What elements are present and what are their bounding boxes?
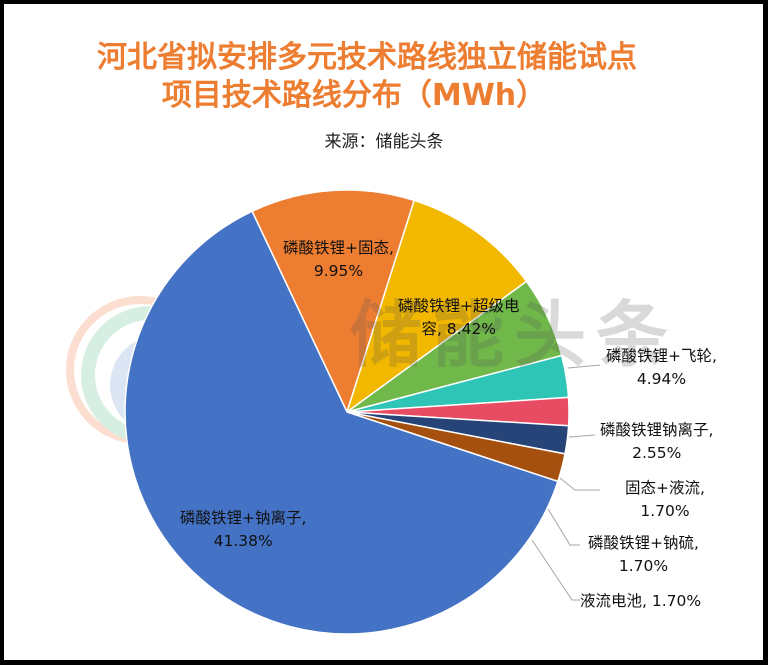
label-value: 9.95%: [313, 262, 364, 280]
label-line: 磷酸铁锂+超级电: [398, 297, 520, 315]
slice-label-flow-battery: 液流电池, 1.70%: [580, 590, 701, 613]
label-value: 4.94%: [636, 370, 687, 388]
pie-slice: [251, 189, 416, 415]
label-line: 固态+液流,: [625, 479, 705, 497]
slice-label-lfp-flywheel: 磷酸铁锂+飞轮, 4.94%: [606, 345, 717, 391]
label-value: 容, 8.42%: [421, 320, 497, 338]
chart-source: 来源：储能头条: [324, 132, 444, 152]
label-line: 磷酸铁锂钠离子,: [600, 421, 714, 439]
label-line: 磷酸铁锂+固态,: [283, 239, 394, 257]
label-line: 磷酸铁锂+飞轮,: [606, 347, 717, 365]
leader-lines: [531, 364, 601, 601]
slice-label-lfp-supercap: 磷酸铁锂+超级电 容, 8.42%: [398, 295, 520, 341]
pie-slices: [124, 189, 570, 635]
chart-title-line1: 河北省拟安排多元技术路线独立储能试点: [97, 40, 637, 75]
slice-label-lfp-solid-state: 磷酸铁锂+固态, 9.95%: [283, 237, 394, 283]
watermark-text: 储能头条: [350, 293, 678, 377]
label-line: 磷酸铁锂+钠离子,: [180, 509, 307, 527]
label-value: 2.55%: [632, 444, 682, 462]
label-line: 液流电池, 1.70%: [580, 592, 702, 610]
label-value: 1.70%: [640, 502, 690, 520]
label-value: 41.38%: [213, 532, 273, 550]
slice-label-lfp-sodium-ion: 磷酸铁锂+钠离子, 41.38%: [180, 507, 306, 553]
slice-label-lfp-na-ion: 磷酸铁锂钠离子, 2.55%: [600, 419, 713, 465]
chart-title-line2: 项目技术路线分布（MWh）: [161, 78, 547, 113]
slice-label-solid-flow: 固态+液流, 1.70%: [625, 477, 705, 523]
pie-slice: [124, 210, 559, 635]
slice-label-lfp-sodium-sulfur: 磷酸铁锂+钠硫, 1.70%: [588, 532, 699, 578]
label-value: 1.70%: [618, 557, 669, 575]
pie-slice: [345, 199, 528, 414]
label-line: 磷酸铁锂+钠硫,: [588, 534, 699, 552]
